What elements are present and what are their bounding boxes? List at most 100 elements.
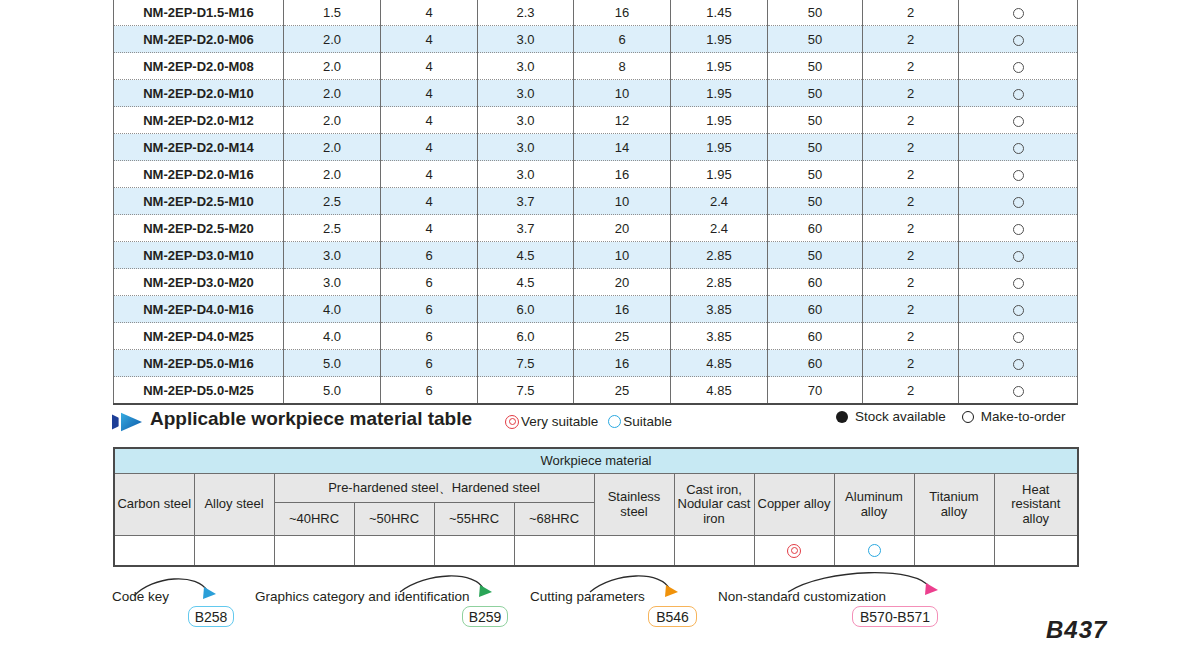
value-cell: 3.85 — [671, 323, 768, 350]
stock-legend: Stock available Make-to-order — [836, 409, 1066, 424]
value-cell: 7.5 — [478, 350, 574, 377]
model-cell: NM-2EP-D3.0-M10 — [114, 242, 284, 269]
section-title: Applicable workpiece material table — [150, 408, 472, 430]
value-cell: 2.0 — [284, 53, 381, 80]
value-cell: 2 — [863, 134, 959, 161]
value-cell: 2.0 — [284, 161, 381, 188]
value-cell: 16 — [574, 296, 671, 323]
material-rating-cell — [114, 536, 194, 567]
value-cell: 2.5 — [284, 215, 381, 242]
table-row: NM-2EP-D2.5-M202.543.7202.4602 — [114, 215, 1078, 242]
col-header-titanium-alloy: Titanium alloy — [914, 474, 994, 536]
stock-cell — [959, 80, 1078, 107]
value-cell: 6.0 — [478, 323, 574, 350]
value-cell: 2 — [863, 80, 959, 107]
value-cell: 3.7 — [478, 215, 574, 242]
workpiece-material-table: Workpiece material Carbon steel Alloy st… — [113, 447, 1079, 567]
value-cell: 60 — [768, 323, 863, 350]
value-cell: 2 — [863, 296, 959, 323]
value-cell: 1.95 — [671, 161, 768, 188]
curved-arrow — [132, 572, 220, 604]
table-row: NM-2EP-D2.0-M162.043.0161.95502 — [114, 161, 1078, 188]
value-cell: 4 — [381, 188, 478, 215]
table-row: NM-2EP-D2.5-M102.543.7102.4502 — [114, 188, 1078, 215]
col-header-carbon-steel: Carbon steel — [114, 474, 194, 536]
col-header-stainless-steel: Stainless steel — [594, 474, 674, 536]
value-cell: 50 — [768, 188, 863, 215]
model-cell: NM-2EP-D2.0-M10 — [114, 80, 284, 107]
value-cell: 4 — [381, 26, 478, 53]
stock-cell — [959, 26, 1078, 53]
value-cell: 10 — [574, 188, 671, 215]
make-to-order-icon — [1013, 359, 1024, 370]
value-cell: 3.0 — [478, 80, 574, 107]
make-to-order-icon — [1013, 35, 1024, 46]
col-header-68hrc: ~68HRC — [514, 503, 594, 536]
value-cell: 1.95 — [671, 26, 768, 53]
value-cell: 1.95 — [671, 107, 768, 134]
model-cell: NM-2EP-D1.5-M16 — [114, 0, 284, 26]
model-cell: NM-2EP-D2.0-M12 — [114, 107, 284, 134]
value-cell: 6 — [381, 350, 478, 377]
value-cell: 50 — [768, 26, 863, 53]
value-cell: 5.0 — [284, 350, 381, 377]
stock-cell — [959, 377, 1078, 405]
stock-cell — [959, 242, 1078, 269]
value-cell: 4 — [381, 215, 478, 242]
spec-table: NM-2EP-D1.5-M161.542.3161.45502NM-2EP-D2… — [113, 0, 1078, 405]
value-cell: 2.4 — [671, 188, 768, 215]
value-cell: 3.0 — [478, 26, 574, 53]
value-cell: 2 — [863, 377, 959, 405]
stock-cell — [959, 350, 1078, 377]
suitable-icon — [608, 415, 621, 428]
value-cell: 4.85 — [671, 350, 768, 377]
table-row: NM-2EP-D5.0-M165.067.5164.85602 — [114, 350, 1078, 377]
value-cell: 2 — [863, 53, 959, 80]
col-header-50hrc: ~50HRC — [354, 503, 434, 536]
value-cell: 50 — [768, 53, 863, 80]
material-rating-cell — [754, 536, 834, 567]
value-cell: 8 — [574, 53, 671, 80]
page-ref-badge: B570-B571 — [852, 606, 938, 627]
suitability-legend: Very suitable Suitable — [505, 414, 672, 429]
value-cell: 6 — [574, 26, 671, 53]
value-cell: 50 — [768, 242, 863, 269]
double-chevron-icon — [112, 412, 142, 432]
table-row: NM-2EP-D4.0-M254.066.0253.85602 — [114, 323, 1078, 350]
col-header-40hrc: ~40HRC — [274, 503, 354, 536]
col-header-cast-iron: Cast iron, Nodular cast iron — [674, 474, 754, 536]
table-row: NM-2EP-D3.0-M203.064.5202.85602 — [114, 269, 1078, 296]
table-row: NM-2EP-D2.0-M122.043.0121.95502 — [114, 107, 1078, 134]
table-row: NM-2EP-D2.0-M102.043.0101.95502 — [114, 80, 1078, 107]
model-cell: NM-2EP-D5.0-M16 — [114, 350, 284, 377]
value-cell: 1.5 — [284, 0, 381, 26]
value-cell: 2 — [863, 269, 959, 296]
make-to-order-icon — [1013, 305, 1024, 316]
value-cell: 16 — [574, 350, 671, 377]
table-row: NM-2EP-D2.0-M142.043.0141.95502 — [114, 134, 1078, 161]
value-cell: 2 — [863, 215, 959, 242]
col-header-55hrc: ~55HRC — [434, 503, 514, 536]
value-cell: 2 — [863, 107, 959, 134]
value-cell: 3.0 — [284, 242, 381, 269]
very-suitable-label: Very suitable — [521, 414, 598, 429]
value-cell: 25 — [574, 377, 671, 405]
value-cell: 3.0 — [284, 269, 381, 296]
material-rating-cell — [674, 536, 754, 567]
value-cell: 25 — [574, 323, 671, 350]
value-cell: 1.95 — [671, 80, 768, 107]
make-to-order-icon — [1013, 62, 1024, 73]
col-header-prehardened-group: Pre-hardened steel、Hardened steel — [274, 474, 594, 503]
table-row: NM-2EP-D4.0-M164.066.0163.85602 — [114, 296, 1078, 323]
value-cell: 10 — [574, 242, 671, 269]
make-to-order-icon — [1013, 224, 1024, 235]
page-ref-badge: B259 — [462, 606, 508, 627]
make-to-order-icon — [1013, 197, 1024, 208]
make-to-order-icon — [1013, 278, 1024, 289]
stock-cell — [959, 215, 1078, 242]
material-rating-cell — [514, 536, 594, 567]
value-cell: 3.0 — [478, 161, 574, 188]
curved-arrow — [588, 570, 680, 602]
value-cell: 4.0 — [284, 296, 381, 323]
model-cell: NM-2EP-D2.0-M14 — [114, 134, 284, 161]
